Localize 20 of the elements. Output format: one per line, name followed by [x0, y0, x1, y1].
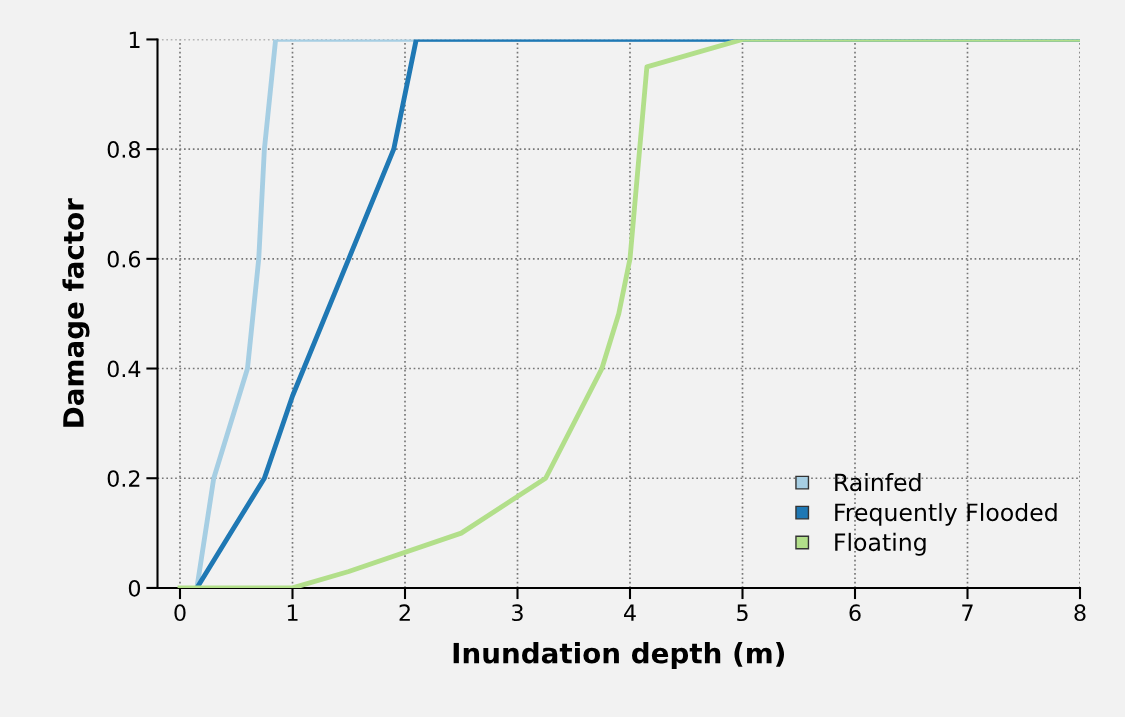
x-tick-label: 8	[1074, 604, 1086, 622]
x-tick-label: 6	[849, 604, 861, 622]
x-tick-label: 4	[624, 604, 636, 621]
x-tick-label: 2	[399, 604, 410, 621]
y-tick-label: 0.4	[107, 360, 141, 378]
y-tick-label: 1	[129, 31, 140, 48]
y-axis-title: Damage factor	[62, 198, 90, 427]
y-tick-label: 0.8	[107, 141, 141, 158]
x-tick-label: 7	[962, 604, 973, 621]
legend-label: Floating	[835, 532, 926, 556]
legend-label: Frequently Flooded	[835, 502, 1057, 526]
legend-label: Rainfed	[835, 473, 921, 492]
x-tick-label: 3	[512, 604, 523, 622]
x-axis-title: Inundation depth (m)	[453, 642, 785, 669]
x-tick-label: 1	[287, 604, 298, 621]
y-tick-label: 0.2	[107, 470, 140, 487]
y-tick-label: 0.6	[107, 250, 141, 268]
y-tick-label: 0	[128, 579, 141, 597]
x-tick-label: 5	[737, 604, 748, 622]
x-tick-label: 0	[174, 604, 186, 622]
